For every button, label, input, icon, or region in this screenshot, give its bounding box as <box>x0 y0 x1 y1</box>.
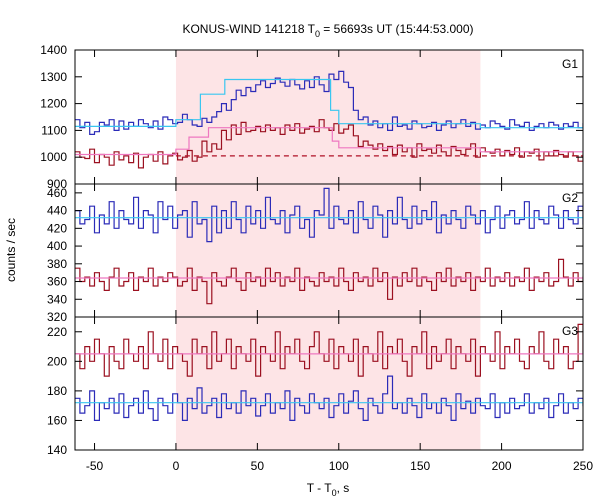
panel-g3-frame <box>74 316 584 451</box>
plot-layer: 90010001100120013001400G1320340360380400… <box>40 43 593 473</box>
panel-g3-y-tick-label: 180 <box>47 384 67 398</box>
chart-title-prefix: KONUS-WIND 141218 T <box>182 22 315 36</box>
x-tick-label: 0 <box>173 459 180 473</box>
panel-g2-y-tick-label: 320 <box>47 310 67 324</box>
panel-g1-y-tick-label: 900 <box>47 177 67 191</box>
x-axis-title-prefix: T - T <box>307 481 333 495</box>
x-tick-label: 50 <box>251 459 265 473</box>
panel-g3-y-tick-label: 160 <box>47 413 67 427</box>
panel-g3-series-red-line <box>75 323 583 377</box>
panel-g1-series-blue-line <box>75 70 583 135</box>
panel-g1-y-tick-label: 1000 <box>40 150 67 164</box>
x-axis-title-suffix: , s <box>337 481 350 495</box>
panel-g2-series-group <box>75 187 583 305</box>
x-tick-label: 250 <box>573 459 593 473</box>
panel-g2-label: G2 <box>562 191 578 205</box>
x-tick-label: 150 <box>410 459 430 473</box>
x-tick-label: 100 <box>329 459 349 473</box>
x-tick-label: -50 <box>86 459 104 473</box>
panel-g3-y-tick-label: 220 <box>47 325 67 339</box>
x-axis-title: T - T0, s <box>307 481 350 498</box>
y-axis-title: counts / sec <box>4 218 18 282</box>
panel-g1-series-pink-line <box>75 127 583 156</box>
x-axis-title-sub: 0 <box>332 488 337 498</box>
panel-g3-series-group <box>75 323 583 421</box>
panel-g1-label: G1 <box>562 57 578 71</box>
chart-title: KONUS-WIND 141218 T0 = 56693s UT (15:44:… <box>182 22 473 39</box>
chart-title-suffix: = 56693s UT (15:44:53.000) <box>320 22 474 36</box>
panel-g2-y-tick-label: 400 <box>47 239 67 253</box>
panel-g3: 140 160 180 200 220 G3 <box>47 316 584 457</box>
panel-g2-y-tick-label: 380 <box>47 257 67 271</box>
panel-g2-y-tick-label: 340 <box>47 292 67 306</box>
panel-g2-series-red-line <box>75 258 583 305</box>
shaded-interval <box>175 50 481 450</box>
panel-g2-y-tick-label: 460 <box>47 186 67 200</box>
chart-title-sub: 0 <box>315 29 320 39</box>
panel-g1-series-group <box>75 70 583 169</box>
panel-g1-y-tick-label: 1200 <box>40 97 67 111</box>
panel-g2-y-tick-label: 420 <box>47 221 67 235</box>
panel-g1-series-cyan-line <box>75 78 583 129</box>
panel-g2-y-tick-label: 440 <box>47 204 67 218</box>
panel-g1: 900 1000 1100 1200 1300 1400 G1 <box>40 43 584 191</box>
x-tick-label: 200 <box>492 459 512 473</box>
panel-g3-y-tick-label: 200 <box>47 354 67 368</box>
panel-g3-y-tick-label: 140 <box>47 443 67 457</box>
panel-g1-y-tick-label: 1400 <box>40 43 67 57</box>
panel-g3-label: G3 <box>562 324 578 338</box>
panel-g2-series-blue-line <box>75 187 583 243</box>
panel-g2-y-tick-label: 360 <box>47 275 67 289</box>
panel-g1-y-tick-label: 1300 <box>40 70 67 84</box>
panel-g1-y-tick-label: 1100 <box>41 123 67 137</box>
